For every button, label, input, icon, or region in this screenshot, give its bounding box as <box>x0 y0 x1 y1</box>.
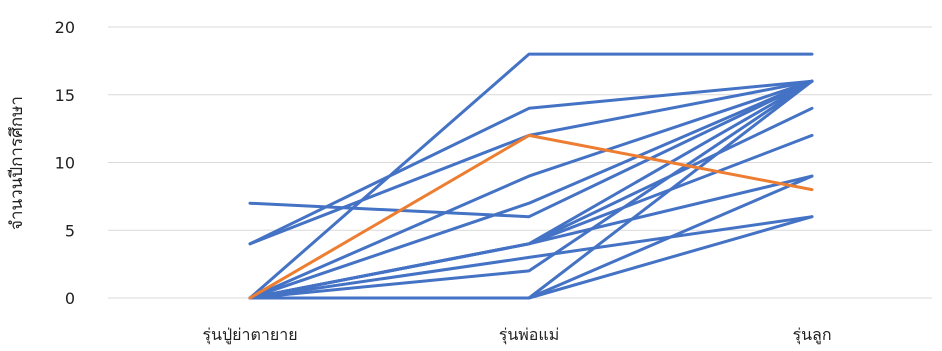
x-tick-label: รุ่นปู่ย่าตายาย <box>202 325 297 345</box>
series-line-4 <box>248 79 814 219</box>
series-line-2 <box>248 79 814 246</box>
series-line-5 <box>248 79 814 300</box>
y-tick-label: 0 <box>65 289 75 308</box>
x-tick-label: รุ่นลูก <box>792 325 831 345</box>
series-lines <box>248 52 814 300</box>
series-line-13 <box>248 79 814 300</box>
series-line-11 <box>248 79 814 300</box>
y-tick-label: 5 <box>65 221 75 240</box>
x-axis-tick-labels: รุ่นปู่ย่าตายาย รุ่นพ่อแม่ รุ่นลูก <box>202 325 831 345</box>
x-tick-label: รุ่นพ่อแม่ <box>499 325 560 345</box>
series-line-6 <box>248 79 814 300</box>
series-line-14 <box>248 174 814 300</box>
series-line-7 <box>248 79 814 300</box>
y-axis-title: จำนวนปีการศึกษา <box>7 96 27 230</box>
series-line-12 <box>248 215 814 300</box>
series-line-10 <box>248 174 814 300</box>
y-tick-label: 15 <box>55 86 75 105</box>
series-line-16 <box>248 133 814 300</box>
series-line-15 <box>248 215 814 300</box>
y-tick-label: 20 <box>55 18 75 37</box>
y-tick-label: 10 <box>55 154 75 173</box>
series-line-1 <box>248 52 814 300</box>
y-axis-tick-labels: 0 5 10 15 20 <box>55 18 75 308</box>
